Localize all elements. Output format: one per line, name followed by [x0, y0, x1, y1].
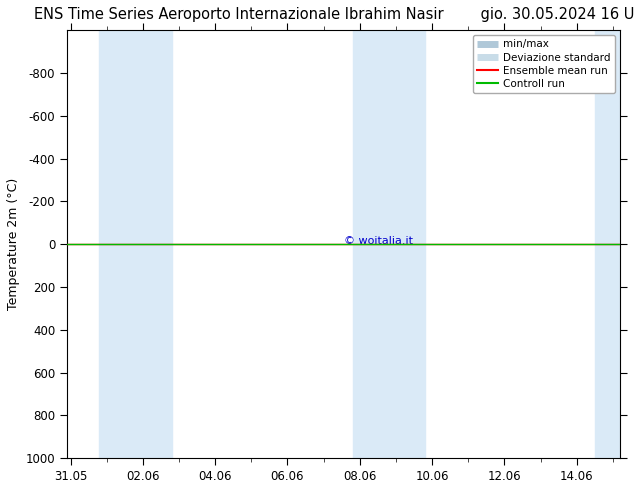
Bar	[100, 30, 172, 458]
Text: © woitalia.it: © woitalia.it	[344, 236, 413, 245]
Title: ENS Time Series Aeroporto Internazionale Ibrahim Nasir        gio. 30.05.2024 16: ENS Time Series Aeroporto Internazionale…	[34, 7, 634, 22]
Y-axis label: Temperature 2m (°C): Temperature 2m (°C)	[7, 178, 20, 310]
Bar	[353, 30, 425, 458]
Legend: min/max, Deviazione standard, Ensemble mean run, Controll run: min/max, Deviazione standard, Ensemble m…	[473, 35, 615, 93]
Bar	[595, 30, 620, 458]
